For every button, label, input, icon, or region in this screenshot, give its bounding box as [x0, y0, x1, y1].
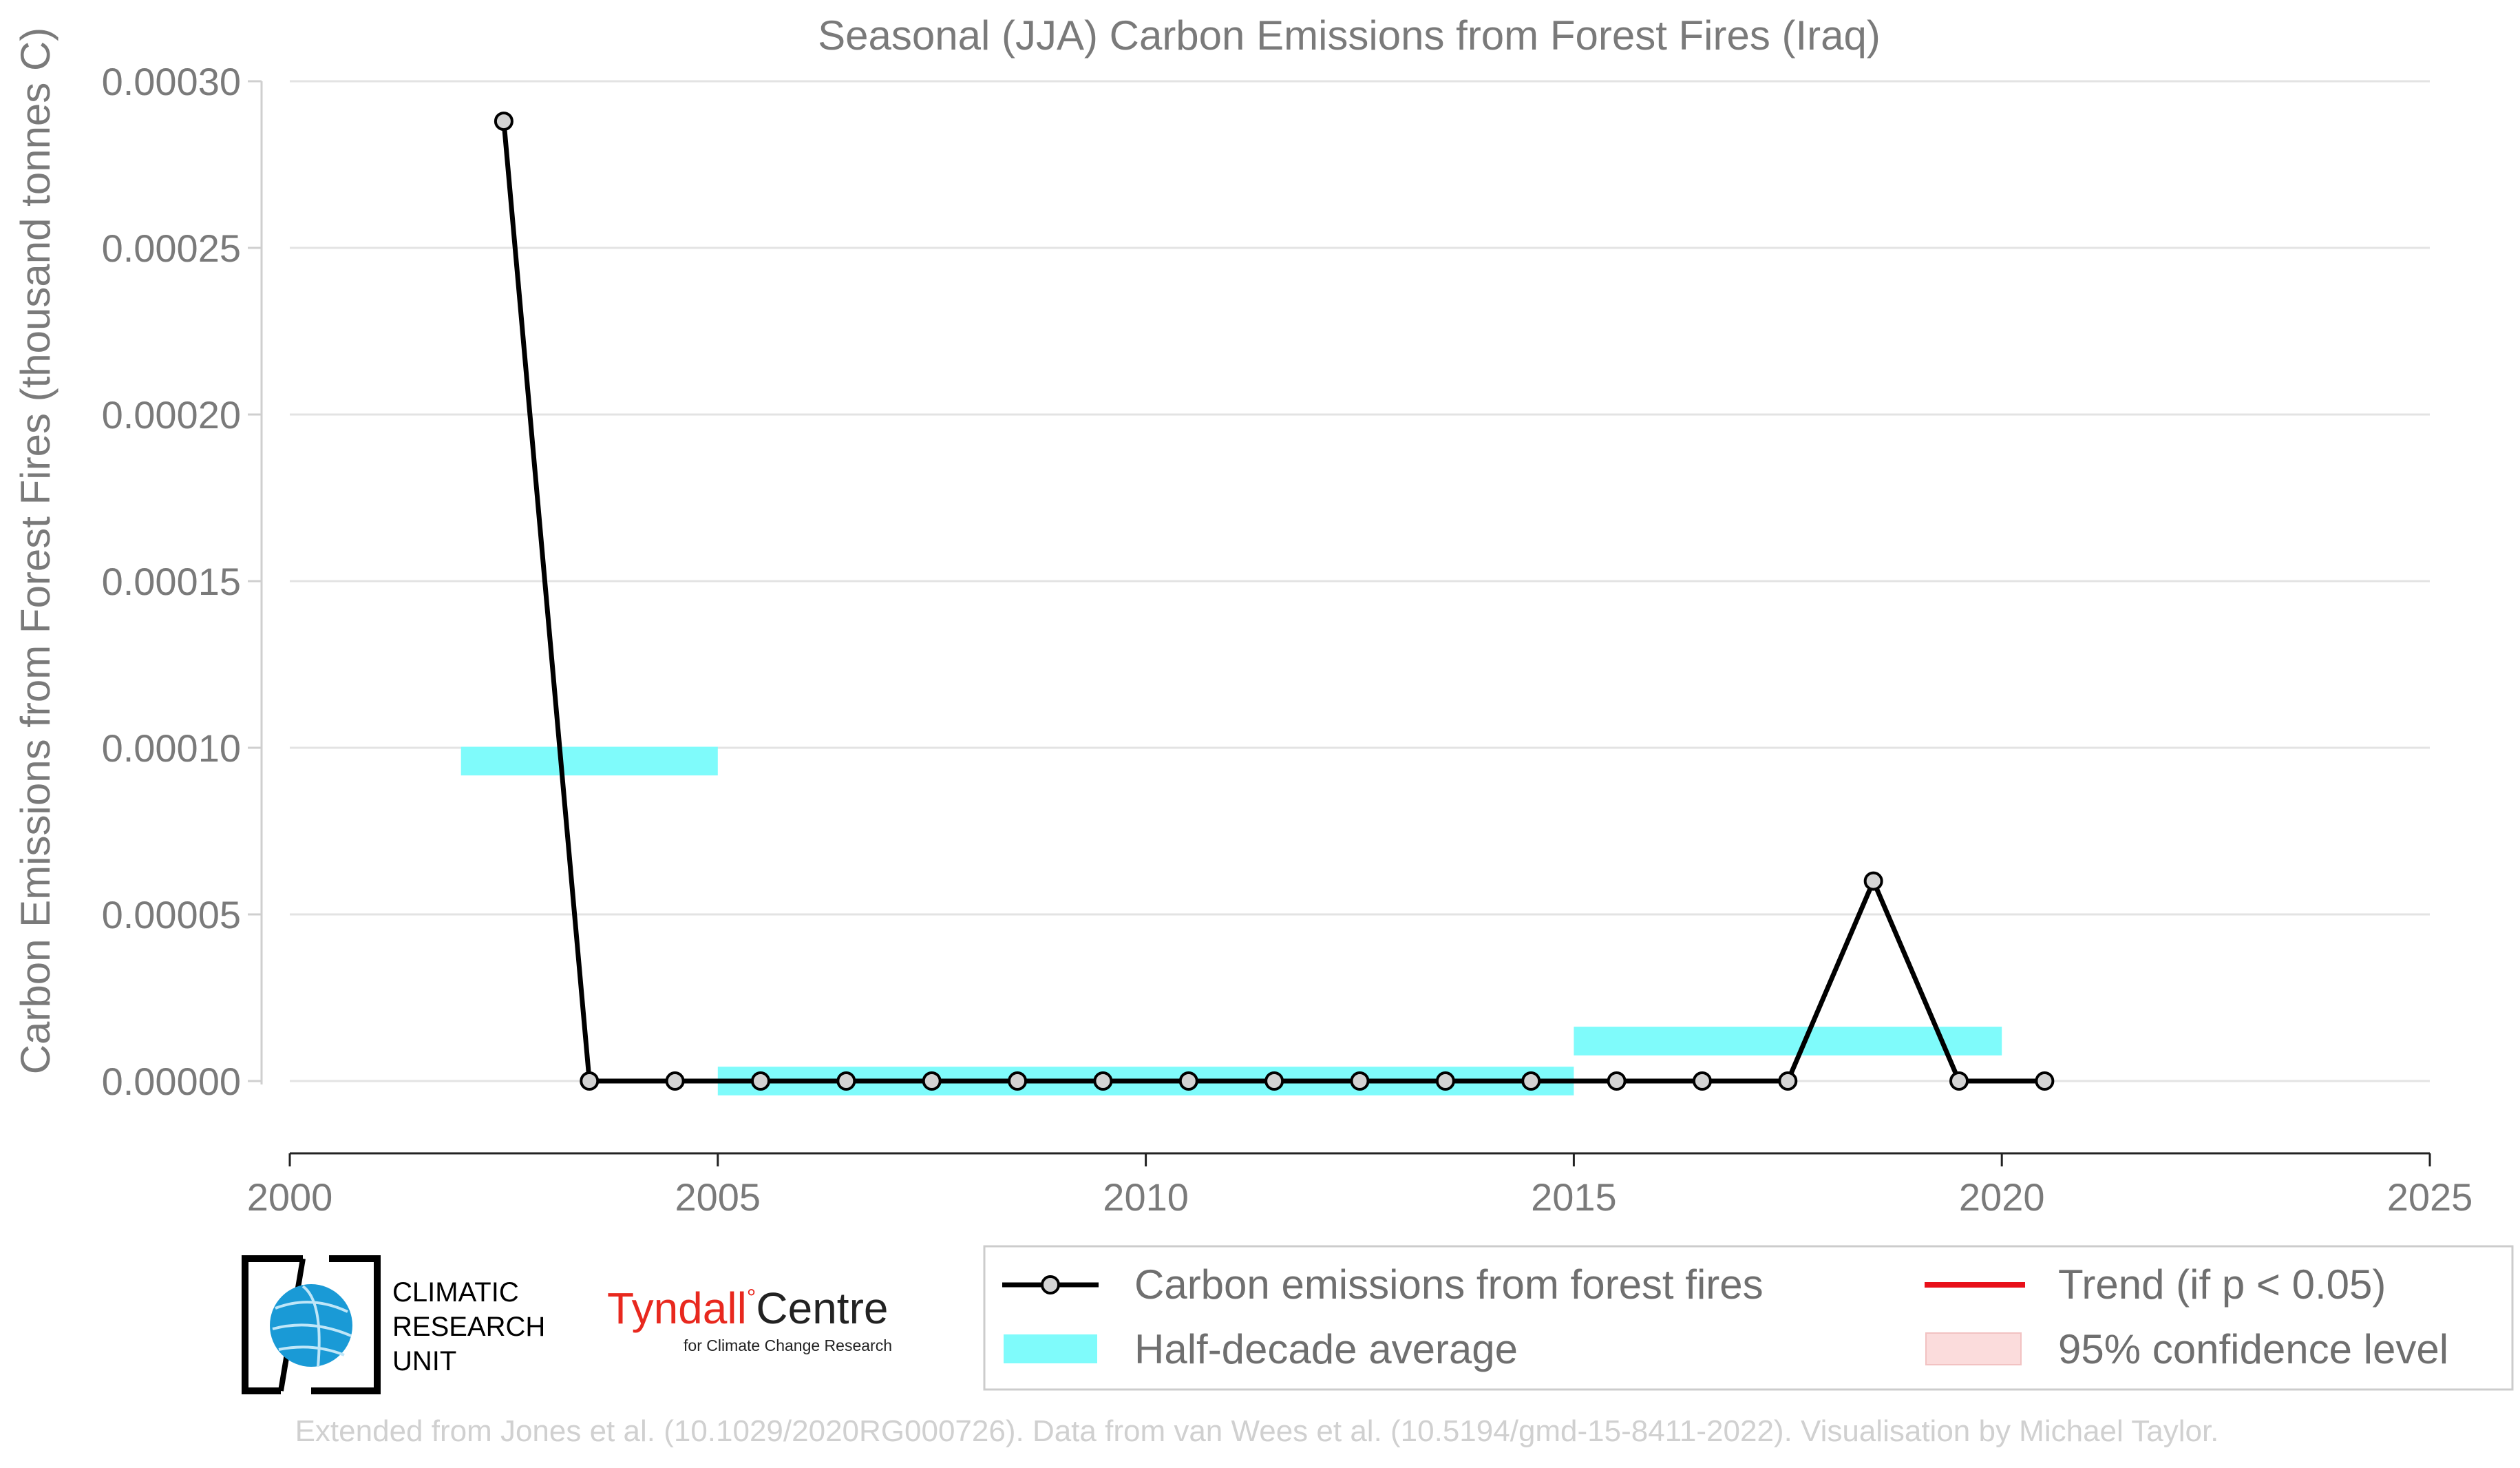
cru-text-line2: RESEARCH [392, 1312, 545, 1342]
cru-text-line3: UNIT [392, 1346, 456, 1376]
y-tick-label: 0.00020 [102, 393, 241, 437]
data-point [1350, 1071, 1370, 1091]
legend-swatch-confidence [1925, 1332, 2022, 1365]
y-axis: 0.00000 0.00005 0.00010 0.00015 0.00020 0.000… [102, 60, 263, 1103]
tyndall-title: Tyndall°Centre [607, 1283, 888, 1333]
chart-title: Seasonal (JJA) Carbon Emissions from For… [818, 12, 1881, 59]
cru-text-line1: CLIMATIC [392, 1277, 519, 1308]
y-tick-label: 0.00005 [102, 893, 241, 936]
tyndall-logo: Tyndall°Centre for Climate Change Resear… [607, 1283, 892, 1354]
legend-label-confidence: 95% confidence level [2058, 1326, 2448, 1372]
data-point [922, 1071, 942, 1091]
data-point [1863, 871, 1883, 891]
data-point [1178, 1071, 1198, 1091]
tyndall-subtitle: for Climate Change Research [684, 1336, 892, 1354]
data-point [1008, 1071, 1028, 1091]
legend-box [983, 1245, 2514, 1391]
globe-icon [270, 1284, 352, 1367]
legend-label-emissions: Carbon emissions from forest fires [1134, 1261, 1764, 1308]
y-tick-label: 0.00025 [102, 227, 241, 270]
data-point [665, 1071, 685, 1091]
x-tick-label: 2000 [247, 1175, 333, 1219]
data-point [1949, 1071, 1969, 1091]
cru-logo: CLIMATIC RESEARCH UNIT [242, 1255, 545, 1394]
x-tick-label: 2020 [1959, 1175, 2045, 1219]
data-point [836, 1071, 856, 1091]
y-tick-label: 0.00030 [102, 60, 241, 103]
tyndall-degree: ° [747, 1285, 756, 1311]
data-point [494, 112, 513, 132]
y-tick-label: 0.00000 [102, 1060, 241, 1103]
x-tick-label: 2010 [1103, 1175, 1189, 1219]
tyndall-name-red: Tyndall [607, 1283, 747, 1333]
x-tick-label: 2005 [675, 1175, 761, 1219]
y-tick-label: 0.00010 [102, 726, 241, 770]
data-point [1607, 1071, 1627, 1091]
footer-credit: Extended from Jones et al. (10.1029/2020… [295, 1414, 2219, 1448]
data-point [1521, 1071, 1541, 1091]
half-decade-bands [460, 746, 2002, 1095]
tyndall-name-black: Centre [756, 1283, 888, 1333]
legend-marker-emissions [1041, 1275, 1060, 1294]
emissions-markers [494, 112, 2055, 1091]
half-decade-bar [460, 746, 718, 776]
data-point [1264, 1071, 1284, 1091]
x-tick-label: 2025 [2387, 1175, 2473, 1219]
legend: Carbon emissions from forest fires Trend… [983, 1245, 2514, 1391]
x-axis: 2000 2005 2010 2015 2020 2025 [247, 1152, 2473, 1219]
data-point [1093, 1071, 1113, 1091]
data-point [1778, 1071, 1798, 1091]
legend-label-half-decade: Half-decade average [1134, 1326, 1518, 1372]
x-tick-label: 2015 [1531, 1175, 1617, 1219]
data-point [1692, 1071, 1712, 1091]
data-point [580, 1071, 600, 1091]
legend-swatch-half-decade [1004, 1334, 1097, 1363]
cru-bracket-icon [242, 1255, 381, 1394]
y-axis-label: Carbon Emissions from Forest Fires (thou… [12, 28, 59, 1075]
legend-label-trend: Trend (if p < 0.05) [2058, 1261, 2386, 1308]
y-tick-label: 0.00015 [102, 560, 241, 603]
data-point [2035, 1071, 2055, 1091]
half-decade-bar [1574, 1027, 2002, 1056]
data-point [1435, 1071, 1455, 1091]
data-point [750, 1071, 770, 1091]
